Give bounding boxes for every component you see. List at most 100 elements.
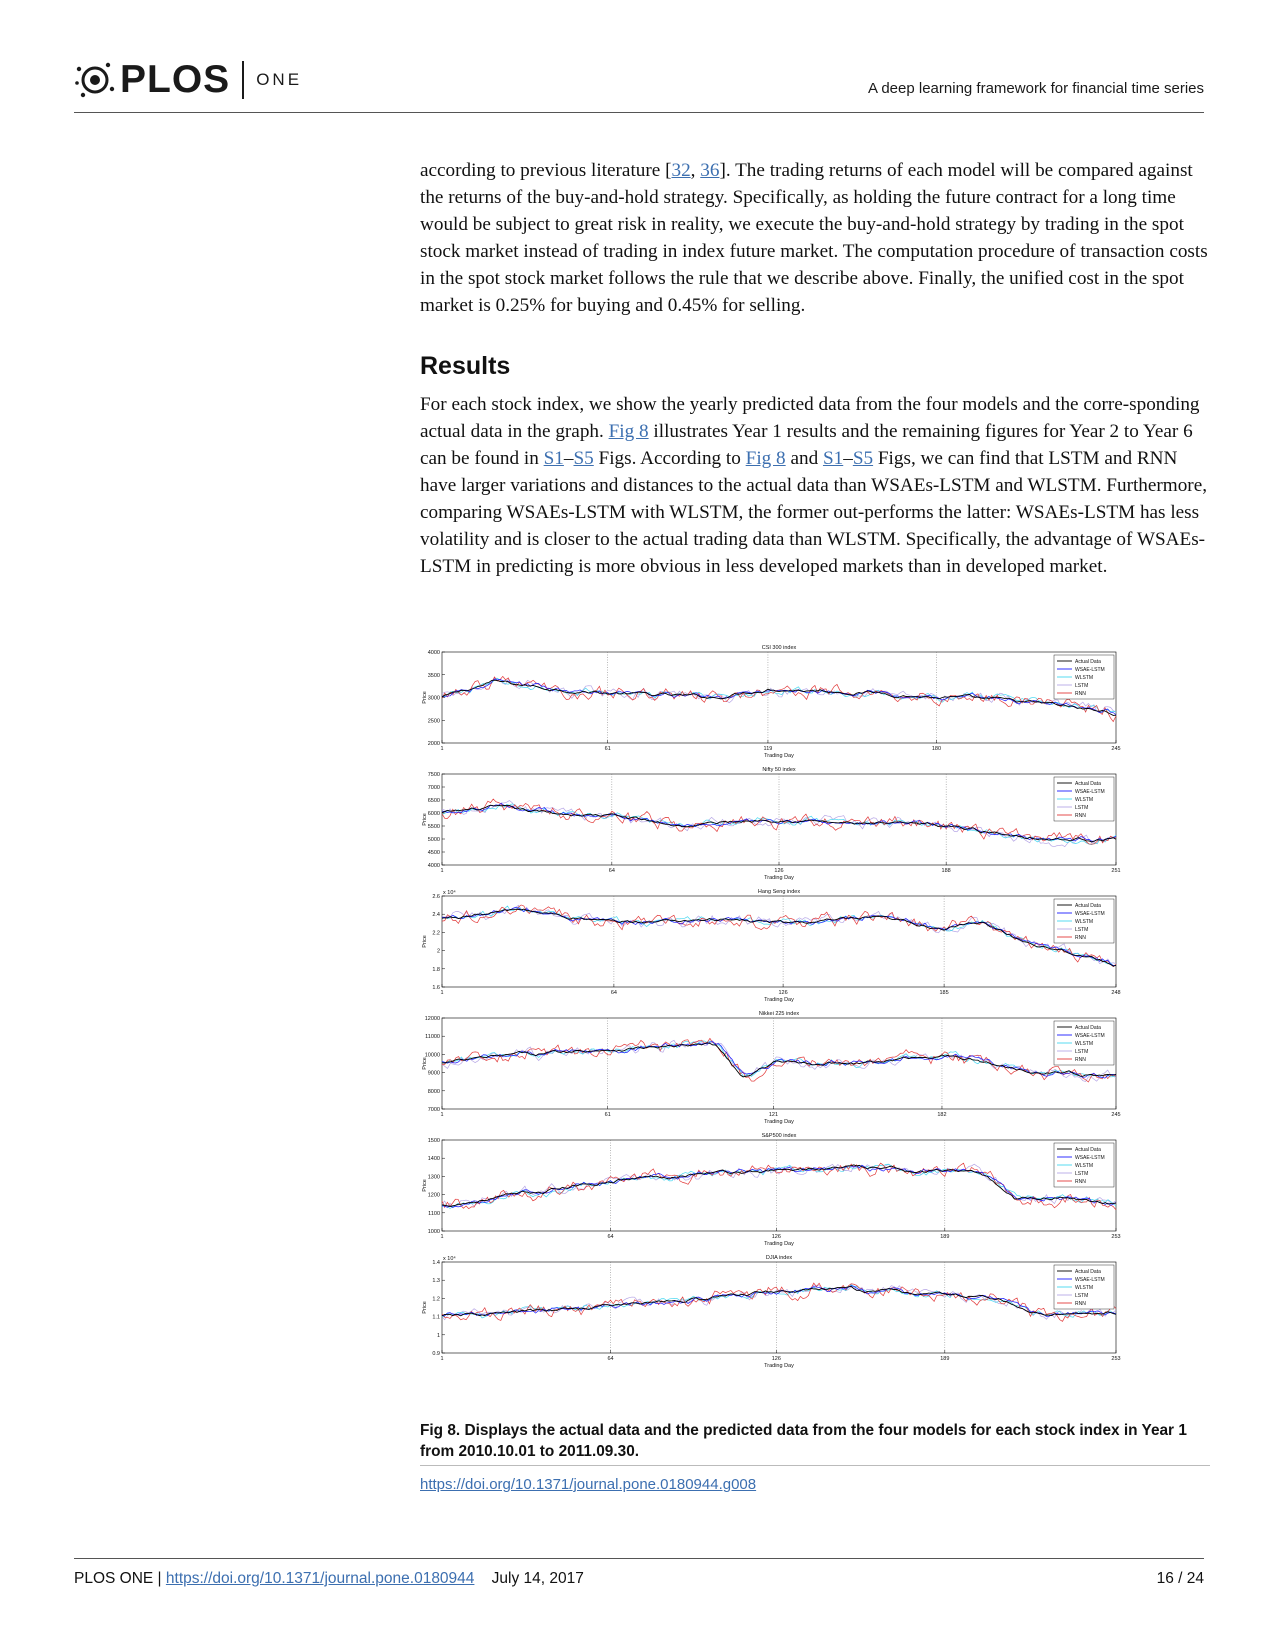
y-tick-label: 10000 xyxy=(425,1052,440,1058)
text-run: Figs. According to xyxy=(593,448,746,469)
plot-area xyxy=(441,1261,1117,1354)
x-tick-label: 121 xyxy=(769,1112,778,1118)
x-tick-label: 119 xyxy=(764,746,773,752)
figure-doi-link[interactable]: https://doi.org/10.1371/journal.pone.018… xyxy=(420,1476,757,1493)
text-run: – xyxy=(843,448,853,469)
legend-label: RNN xyxy=(1075,1057,1086,1063)
y-tick-label: 1.4 xyxy=(432,1260,440,1266)
figure-link-fig8[interactable]: Fig 8 xyxy=(745,448,786,469)
plot-area xyxy=(441,1139,1117,1232)
y-exponent-label: x 10⁴ xyxy=(443,1255,456,1262)
legend-label: Actual Data xyxy=(1075,1025,1101,1031)
y-tick-label: 6000 xyxy=(428,811,440,817)
legend-label: LSTM xyxy=(1075,1293,1088,1299)
legend-label: WSAE-LSTM xyxy=(1075,911,1105,917)
x-tick-label: 126 xyxy=(778,990,787,996)
legend-label: Actual Data xyxy=(1075,781,1101,787)
y-tick-label: 1 xyxy=(437,1333,440,1339)
line-chart: 1 61 121 182 245 7000 8000 9000 10000 11000 12000 N… xyxy=(422,1011,1121,1125)
x-tick-label: 253 xyxy=(1111,1356,1120,1362)
y-tick-label: 7000 xyxy=(428,1107,440,1113)
line-chart: 1 61 119 180 245 2000 2500 3000 3500 4000 CSI 300 … xyxy=(422,645,1121,759)
figure-8: 1 61 119 180 245 2000 2500 3000 3500 4000 CSI 300 … xyxy=(418,640,1122,1410)
x-tick-label: 188 xyxy=(942,868,951,874)
x-tick-label: 182 xyxy=(937,1112,946,1118)
chart-panel: 1 61 121 182 245 7000 8000 9000 10000 11000 12000 N… xyxy=(418,1006,1122,1131)
y-tick-label: 7000 xyxy=(428,785,440,791)
plos-one-logo: PLOS ONE xyxy=(74,58,302,102)
x-tick-label: 64 xyxy=(607,1234,613,1240)
series-line-lstm xyxy=(441,1163,1117,1208)
x-tick-label: 1 xyxy=(440,1356,443,1362)
x-tick-label: 189 xyxy=(940,1234,949,1240)
x-tick-label: 64 xyxy=(609,868,615,874)
page-number: 16 / 24 xyxy=(1156,1570,1204,1587)
legend-label: RNN xyxy=(1075,691,1086,697)
y-tick-label: 1.1 xyxy=(432,1315,440,1321)
figure-link-fig8[interactable]: Fig 8 xyxy=(608,421,649,442)
y-tick-label: 1200 xyxy=(428,1193,440,1199)
x-axis-label: Trading Day xyxy=(764,875,794,881)
plos-logo-icon xyxy=(75,62,115,98)
footer-date: July 14, 2017 xyxy=(491,1570,584,1587)
x-tick-label: 1 xyxy=(440,1234,443,1240)
y-tick-label: 12000 xyxy=(425,1016,440,1022)
y-axis-label: Price xyxy=(422,813,428,826)
legend-label: WLSTM xyxy=(1075,1285,1093,1291)
chart-panel: 1 64 126 188 251 4000 4500 5000 5500 6000 6500 7000… xyxy=(418,762,1122,887)
page-footer: PLOS ONE | https://doi.org/10.1371/journ… xyxy=(74,1570,1204,1588)
y-tick-label: 7500 xyxy=(428,772,440,778)
series-line-actual-data xyxy=(441,679,1117,716)
chart-panel: 1 61 119 180 245 2000 2500 3000 3500 4000 CSI 300 … xyxy=(418,640,1122,765)
body-paragraph-2: For each stock index, we show the yearly… xyxy=(420,391,1210,580)
footer-doi-link[interactable]: https://doi.org/10.1371/journal.pone.018… xyxy=(165,1570,475,1587)
x-axis-label: Trading Day xyxy=(764,1241,794,1247)
supplement-link-s1[interactable]: S1 xyxy=(543,448,564,469)
y-tick-label: 1300 xyxy=(428,1174,440,1180)
header-divider xyxy=(74,112,1204,113)
legend-label: LSTM xyxy=(1075,927,1088,933)
x-tick-label: 245 xyxy=(1111,1112,1120,1118)
y-tick-label: 5000 xyxy=(428,837,440,843)
series-line-actual-data xyxy=(441,1164,1117,1207)
citation-link-36[interactable]: 36 xyxy=(700,160,720,181)
logo-divider xyxy=(242,61,245,99)
logo-text: PLOS xyxy=(120,58,231,101)
series-line-wsae-lstm xyxy=(441,803,1117,842)
x-tick-label: 126 xyxy=(774,868,783,874)
legend-label: WSAE-LSTM xyxy=(1075,1155,1105,1161)
series-line-rnn xyxy=(441,798,1117,845)
footer-journal: PLOS ONE | xyxy=(74,1570,166,1587)
y-tick-label: 2.2 xyxy=(432,930,440,936)
series-line-wlstm xyxy=(441,1040,1117,1078)
y-tick-label: 3500 xyxy=(428,673,440,679)
x-tick-label: 245 xyxy=(1111,746,1120,752)
supplement-link-s5[interactable]: S5 xyxy=(852,448,874,469)
y-axis-label: Price xyxy=(422,1179,428,1192)
supplement-link-s5[interactable]: S5 xyxy=(573,448,594,469)
x-tick-label: 126 xyxy=(772,1356,781,1362)
x-axis-label: Trading Day xyxy=(764,997,794,1003)
citation-link-32[interactable]: 32 xyxy=(671,160,691,181)
text-run: ]. The trading returns of each model wil… xyxy=(420,160,1208,316)
section-heading-results: Results xyxy=(420,352,511,380)
x-tick-label: 251 xyxy=(1111,868,1120,874)
y-tick-label: 2000 xyxy=(428,741,440,747)
x-tick-label: 180 xyxy=(932,746,941,752)
body-paragraph-1: according to previous literature [32, 36… xyxy=(420,157,1210,319)
series-line-lstm xyxy=(441,677,1117,713)
series-line-wsae-lstm xyxy=(441,906,1117,966)
running-title: A deep learning framework for financial … xyxy=(868,80,1204,97)
x-tick-label: 185 xyxy=(939,990,948,996)
supplement-link-s1[interactable]: S1 xyxy=(822,448,844,469)
y-tick-label: 2500 xyxy=(428,718,440,724)
chart-panel: 1 64 126 189 253 0.9 1 1.1 1.2 1.3 1.4 x 10⁴ DJIA in… xyxy=(418,1250,1122,1375)
chart-title: Nikkei 225 index xyxy=(759,1011,800,1017)
legend-label: Actual Data xyxy=(1075,903,1101,909)
y-tick-label: 0.9 xyxy=(432,1351,440,1357)
legend-label: WSAE-LSTM xyxy=(1075,1033,1105,1039)
series-line-wlstm xyxy=(441,1163,1117,1209)
y-tick-label: 6500 xyxy=(428,798,440,804)
series-line-rnn xyxy=(441,904,1117,968)
y-tick-label: 1100 xyxy=(428,1211,440,1217)
